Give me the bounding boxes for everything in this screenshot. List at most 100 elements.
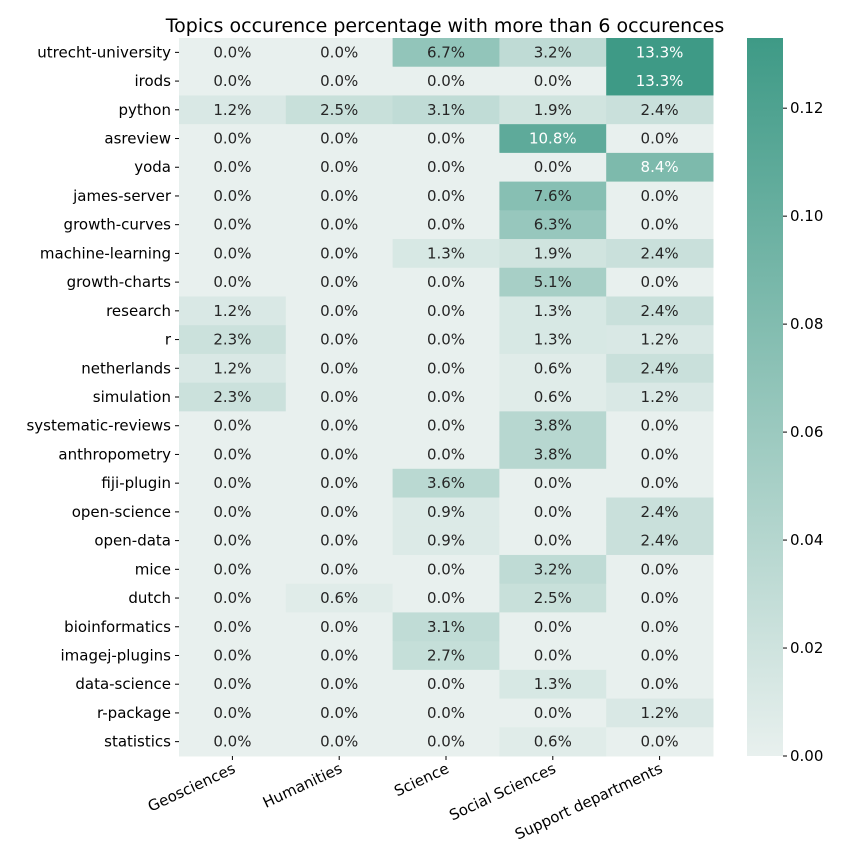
cell-value-label: 0.0%	[213, 273, 251, 291]
heatmap-cell	[392, 468, 500, 499]
heatmap-cell	[179, 468, 287, 499]
colorbar-tick-label: 0.06	[790, 423, 823, 441]
cell-value-label: 1.3%	[427, 244, 465, 262]
heatmap-cell	[499, 152, 607, 183]
heatmap-cell	[392, 641, 500, 671]
row-label: bioinformatics	[64, 618, 171, 636]
cell-value-label: 0.0%	[534, 704, 572, 722]
cell-value-label: 2.4%	[641, 359, 679, 377]
cell-value-label: 2.4%	[641, 503, 679, 521]
heatmap-cell	[606, 38, 714, 68]
cell-value-label: 0.6%	[320, 589, 358, 607]
heatmap-cell	[392, 554, 500, 585]
cell-value-label: 0.0%	[320, 675, 358, 693]
row-label: james-server	[72, 187, 172, 205]
heatmap-cell	[392, 698, 500, 728]
colorbar-tick-label: 0.00	[790, 747, 823, 765]
cell-value-label: 0.0%	[213, 474, 251, 492]
heatmap-cell	[285, 554, 394, 585]
heatmap-cell	[606, 152, 714, 183]
heatmap-cell	[606, 440, 714, 470]
row-label: growth-curves	[64, 216, 172, 234]
row-label: data-science	[75, 675, 171, 693]
heatmap-cell	[392, 727, 500, 757]
heatmap-cell	[392, 38, 500, 68]
heatmap-cell	[499, 181, 607, 211]
cell-value-label: 0.0%	[213, 733, 251, 751]
cell-value-label: 2.5%	[534, 589, 572, 607]
cell-value-label: 3.6%	[427, 474, 465, 492]
row-label: research	[106, 302, 171, 320]
heatmap-cell	[285, 38, 394, 68]
cell-value-label: 0.0%	[641, 273, 679, 291]
cell-value-label: 5.1%	[534, 273, 572, 291]
cell-value-label: 0.0%	[320, 388, 358, 406]
cell-value-label: 0.0%	[641, 187, 679, 205]
cell-value-label: 0.0%	[320, 532, 358, 550]
heatmap-cell	[179, 698, 287, 728]
cell-value-label: 0.0%	[320, 158, 358, 176]
colorbar-tick-label: 0.12	[790, 99, 823, 117]
colorbar-gradient	[747, 38, 783, 756]
heatmap-cell	[392, 95, 500, 125]
heatmap-cell	[499, 698, 607, 728]
colorbar-tick-label: 0.08	[790, 315, 823, 333]
cell-value-label: 0.0%	[641, 589, 679, 607]
heatmap-cell	[499, 497, 607, 527]
heatmap-cell	[392, 669, 500, 700]
heatmap-cell	[606, 497, 714, 527]
heatmap-cell	[285, 181, 394, 211]
heatmap-cell	[179, 382, 287, 412]
heatmap-cell	[285, 124, 394, 154]
heatmap-cell	[606, 583, 714, 613]
cell-value-label: 13.3%	[636, 72, 684, 90]
heatmap-cell	[392, 583, 500, 613]
cell-value-label: 1.9%	[534, 101, 572, 119]
heatmap-cells: 0.0% 0.0% 6.7% 3.2% 13.3% 0.0% 0.0% 0.0% 0.0% 13.…	[179, 38, 714, 757]
row-labels: utrecht-university irods python asreview yod…	[26, 43, 179, 751]
heatmap-cell	[606, 698, 714, 728]
heatmap-cell	[499, 612, 607, 642]
heatmap-cell	[285, 382, 394, 412]
cell-value-label: 0.0%	[213, 646, 251, 664]
heatmap-cell	[392, 353, 500, 384]
cell-value-label: 0.0%	[641, 733, 679, 751]
colorbar-tick-label: 0.02	[790, 639, 823, 657]
cell-value-label: 0.0%	[213, 675, 251, 693]
cell-value-label: 2.4%	[641, 302, 679, 320]
column-label: Humanities	[260, 759, 345, 811]
heatmap-cell	[606, 210, 714, 240]
row-label: growth-charts	[67, 273, 172, 291]
heatmap-cell	[285, 526, 394, 556]
cell-value-label: 3.1%	[427, 618, 465, 636]
heatmap-cell	[179, 124, 287, 154]
cell-value-label: 0.0%	[320, 72, 358, 90]
cell-value-label: 1.2%	[641, 388, 679, 406]
heatmap-cell	[392, 382, 500, 412]
row-label: imagej-plugins	[60, 646, 171, 664]
cell-value-label: 0.0%	[641, 417, 679, 435]
heatmap-cell	[285, 440, 394, 470]
cell-value-label: 0.0%	[534, 72, 572, 90]
heatmap-cell	[606, 267, 714, 297]
cell-value-label: 0.0%	[320, 359, 358, 377]
heatmap-cell	[179, 612, 287, 642]
cell-value-label: 0.0%	[320, 130, 358, 148]
colorbar-tick-label: 0.10	[790, 207, 823, 225]
heatmap-cell	[179, 210, 287, 240]
heatmap-cell	[499, 411, 607, 441]
heatmap-cell	[499, 325, 607, 355]
heatmap-cell	[499, 468, 607, 499]
row-label: python	[119, 101, 171, 119]
cell-value-label: 1.2%	[213, 101, 251, 119]
cell-value-label: 0.6%	[534, 733, 572, 751]
cell-value-label: 0.0%	[534, 158, 572, 176]
cell-value-label: 0.0%	[320, 216, 358, 234]
heatmap-cell	[285, 497, 394, 527]
cell-value-label: 0.0%	[320, 704, 358, 722]
heatmap-cell	[392, 181, 500, 211]
cell-value-label: 0.0%	[320, 273, 358, 291]
heatmap-cell	[285, 641, 394, 671]
cell-value-label: 1.3%	[534, 302, 572, 320]
